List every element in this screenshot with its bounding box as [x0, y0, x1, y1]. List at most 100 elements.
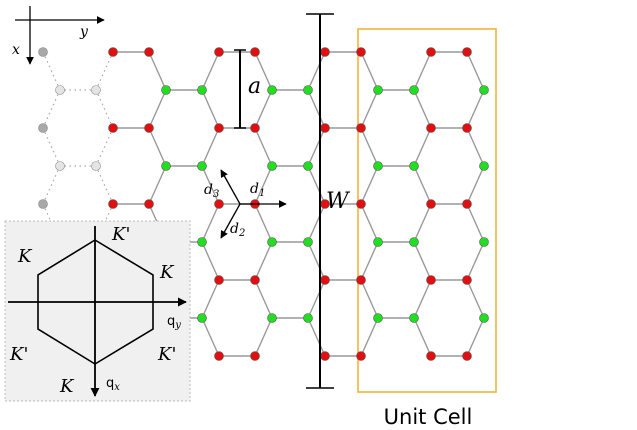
atom: [108, 123, 118, 133]
atom: [426, 275, 436, 285]
atom: [373, 161, 383, 171]
bond: [148, 89, 167, 129]
atom: [267, 161, 277, 171]
qx-label: qx: [106, 376, 120, 393]
lattice-constant-label: a: [248, 74, 261, 99]
ghost-bond: [42, 127, 61, 167]
k-point-bottom: K: [59, 376, 75, 397]
bond: [254, 203, 273, 243]
bond: [466, 89, 485, 129]
bond: [201, 127, 220, 167]
bond: [307, 279, 326, 319]
bond: [148, 165, 167, 205]
atom: [161, 161, 171, 171]
atom: [373, 237, 383, 247]
bond: [307, 203, 326, 243]
atom: [250, 47, 260, 57]
atom: [373, 313, 383, 323]
d1-label: d1: [250, 181, 265, 199]
bond: [254, 279, 273, 319]
ghost-atom: [38, 123, 48, 133]
atom: [479, 85, 489, 95]
ghost-bond: [42, 165, 61, 205]
width-label: W: [326, 189, 351, 214]
lattice-constant-indicator: a: [234, 49, 261, 129]
atom: [320, 47, 330, 57]
ghost-bond: [95, 51, 114, 91]
bond: [201, 203, 220, 243]
bond: [413, 317, 432, 357]
bond: [413, 203, 432, 243]
bond: [360, 241, 379, 281]
atom: [144, 47, 154, 57]
bond: [360, 127, 379, 167]
bond: [360, 89, 379, 129]
atom: [409, 237, 419, 247]
atom: [426, 123, 436, 133]
bond: [148, 127, 167, 167]
bond: [466, 241, 485, 281]
bond: [307, 89, 326, 129]
bond: [360, 51, 379, 91]
atom: [462, 199, 472, 209]
k-point-right: K: [159, 262, 175, 283]
bond: [360, 279, 379, 319]
bond: [307, 165, 326, 205]
k-point-top-right: K': [111, 224, 130, 245]
atom: [303, 161, 313, 171]
atom: [356, 47, 366, 57]
atom: [409, 313, 419, 323]
atom: [108, 199, 118, 209]
bond: [360, 165, 379, 205]
atom: [373, 85, 383, 95]
atom: [267, 237, 277, 247]
atom: [409, 85, 419, 95]
bond: [413, 241, 432, 281]
bond: [466, 127, 485, 167]
ghost-atom: [91, 85, 101, 95]
atom: [303, 85, 313, 95]
atom: [144, 123, 154, 133]
bond: [360, 317, 379, 357]
atom: [320, 275, 330, 285]
atom: [214, 199, 224, 209]
axes-indicator: y x: [12, 6, 105, 65]
d3-label: d3: [204, 182, 219, 200]
qy-label: qy: [167, 314, 181, 331]
atom: [356, 351, 366, 361]
bond: [413, 279, 432, 319]
atom: [303, 313, 313, 323]
atom: [214, 47, 224, 57]
bond: [254, 51, 273, 91]
bond: [466, 165, 485, 205]
k-point-right-bottom: K': [157, 344, 176, 365]
atom: [479, 313, 489, 323]
bond: [201, 165, 220, 205]
bond: [148, 51, 167, 91]
bond: [254, 127, 273, 167]
bond: [254, 165, 273, 205]
atom: [197, 237, 207, 247]
ghost-bond: [95, 89, 114, 129]
atom: [303, 237, 313, 247]
bond: [466, 203, 485, 243]
atom: [462, 275, 472, 285]
bond: [254, 317, 273, 357]
ghost-atom: [55, 85, 65, 95]
atom: [426, 351, 436, 361]
unit-cell-box: [357, 28, 497, 393]
ghost-bond: [42, 51, 61, 91]
atom: [462, 47, 472, 57]
unit-cell-label: Unit Cell: [384, 405, 473, 429]
ghost-atom: [38, 47, 48, 57]
atom: [409, 161, 419, 171]
neighbour-vectors: d1 d3 d2: [204, 169, 287, 239]
atom: [197, 85, 207, 95]
atom: [161, 85, 171, 95]
atom: [479, 237, 489, 247]
atom: [250, 123, 260, 133]
atom: [197, 161, 207, 171]
atom: [479, 161, 489, 171]
ghost-bond: [95, 127, 114, 167]
